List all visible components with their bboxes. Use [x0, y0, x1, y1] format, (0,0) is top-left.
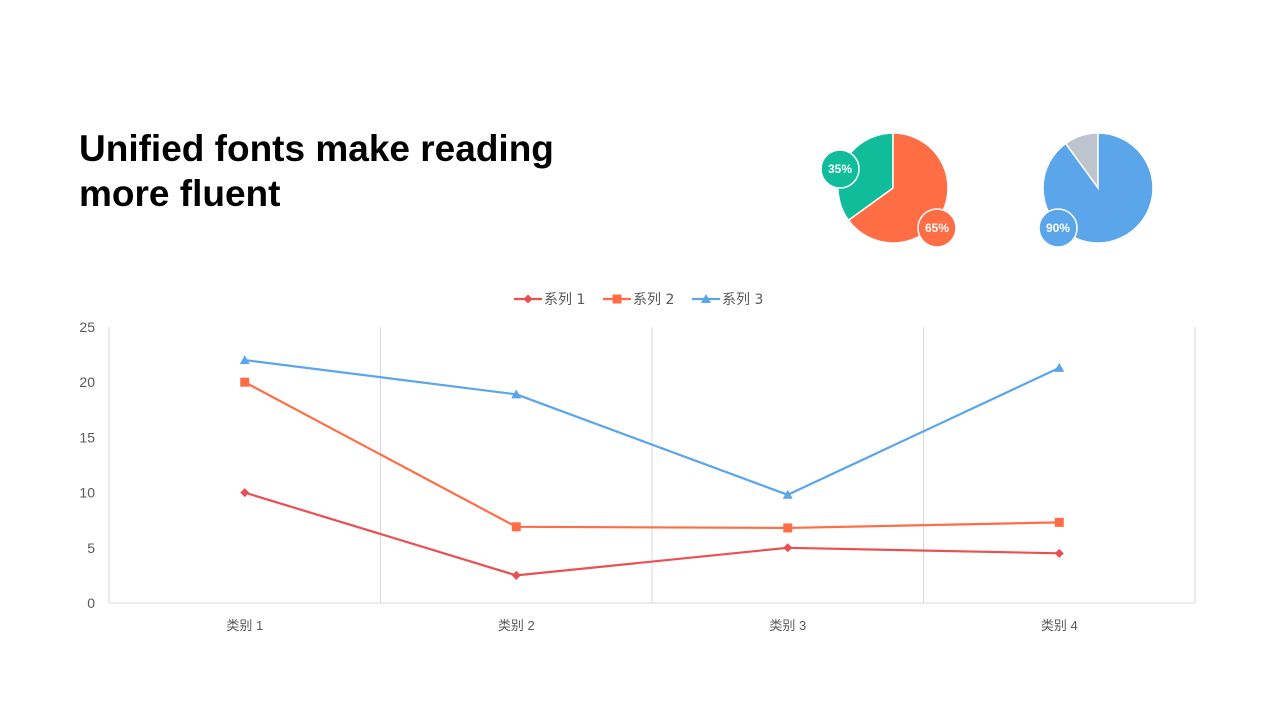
legend-marker [612, 294, 622, 304]
series-3-line [244, 359, 1060, 496]
x-tick-label: 类别 1 [226, 618, 263, 633]
series-1-line [244, 491, 1060, 577]
series-2-point [1054, 517, 1064, 527]
legend-label: 系列 3 [722, 292, 763, 308]
series-2-point [783, 523, 793, 533]
series-1-point [240, 488, 250, 498]
series-3-point [239, 355, 250, 365]
legend-label: 系列 1 [544, 292, 585, 308]
slide-title: Unified fonts make reading more fluent [79, 126, 639, 216]
pie1-label-badge-1 [820, 149, 860, 189]
y-tick-label: 20 [79, 374, 95, 390]
series-1-point [783, 543, 793, 553]
series-2-line [244, 381, 1060, 530]
legend-marker [701, 294, 711, 303]
pie2-label-badge-2 [1038, 208, 1078, 248]
x-tick-label: 类别 3 [769, 618, 806, 633]
series-3-point [782, 489, 793, 499]
pie2-data-label-2: 90% [1046, 221, 1070, 235]
y-tick-label: 25 [79, 319, 95, 335]
series-2-point [240, 377, 250, 387]
slide-title-line-2: more fluent [79, 173, 281, 214]
x-tick-label: 类别 4 [1041, 618, 1078, 633]
series-3-point [1054, 362, 1065, 372]
legend-item-series-1: 系列 1 [514, 292, 585, 308]
pie1-data-label-2: 65% [925, 221, 949, 235]
legend-item-series-2: 系列 2 [603, 292, 674, 308]
legend-item-series-3: 系列 3 [692, 292, 763, 308]
y-tick-label: 15 [79, 429, 95, 445]
pie1-label-badge-2 [917, 208, 957, 248]
pie1-data-label-1: 35% [828, 162, 852, 176]
legend-marker [523, 294, 533, 304]
y-tick-label: 0 [87, 595, 95, 611]
slide-title-line-1: Unified fonts make reading [79, 128, 554, 169]
series-3-point [511, 389, 522, 399]
y-tick-label: 5 [87, 540, 95, 556]
legend-label: 系列 2 [633, 292, 674, 308]
series-2-point [511, 522, 521, 532]
y-tick-label: 10 [79, 485, 95, 501]
series-1-point [1054, 548, 1064, 558]
series-1-point [511, 570, 521, 580]
x-tick-label: 类别 2 [498, 618, 535, 633]
